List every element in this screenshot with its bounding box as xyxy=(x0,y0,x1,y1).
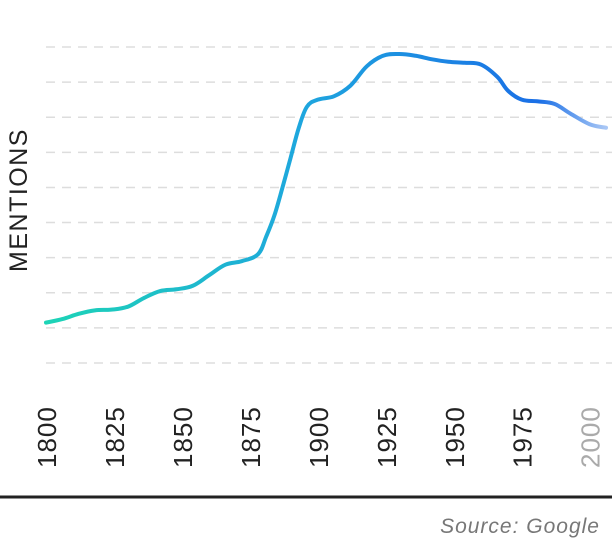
x-tick-label: 1800 xyxy=(32,406,62,468)
x-tick-label: 1825 xyxy=(100,406,130,468)
x-tick-label: 1875 xyxy=(236,406,266,468)
gridlines xyxy=(46,46,612,364)
x-tick-label: 1975 xyxy=(508,406,538,468)
x-tick-label: 1950 xyxy=(440,406,470,468)
data-points xyxy=(44,52,608,325)
x-tick-label: 1900 xyxy=(304,406,334,468)
series-line xyxy=(44,51,608,325)
x-tick-labels: 1800 1825 1850 1875 1900 1925 1950 1975 2000 xyxy=(32,406,606,468)
x-tick-label: 1925 xyxy=(372,406,402,468)
x-tick-label: 2000 xyxy=(576,406,606,468)
x-tick-label: 1850 xyxy=(168,406,198,468)
y-axis-label: MENTIONS xyxy=(5,128,33,272)
source-credit: Source: Google xyxy=(440,515,600,538)
